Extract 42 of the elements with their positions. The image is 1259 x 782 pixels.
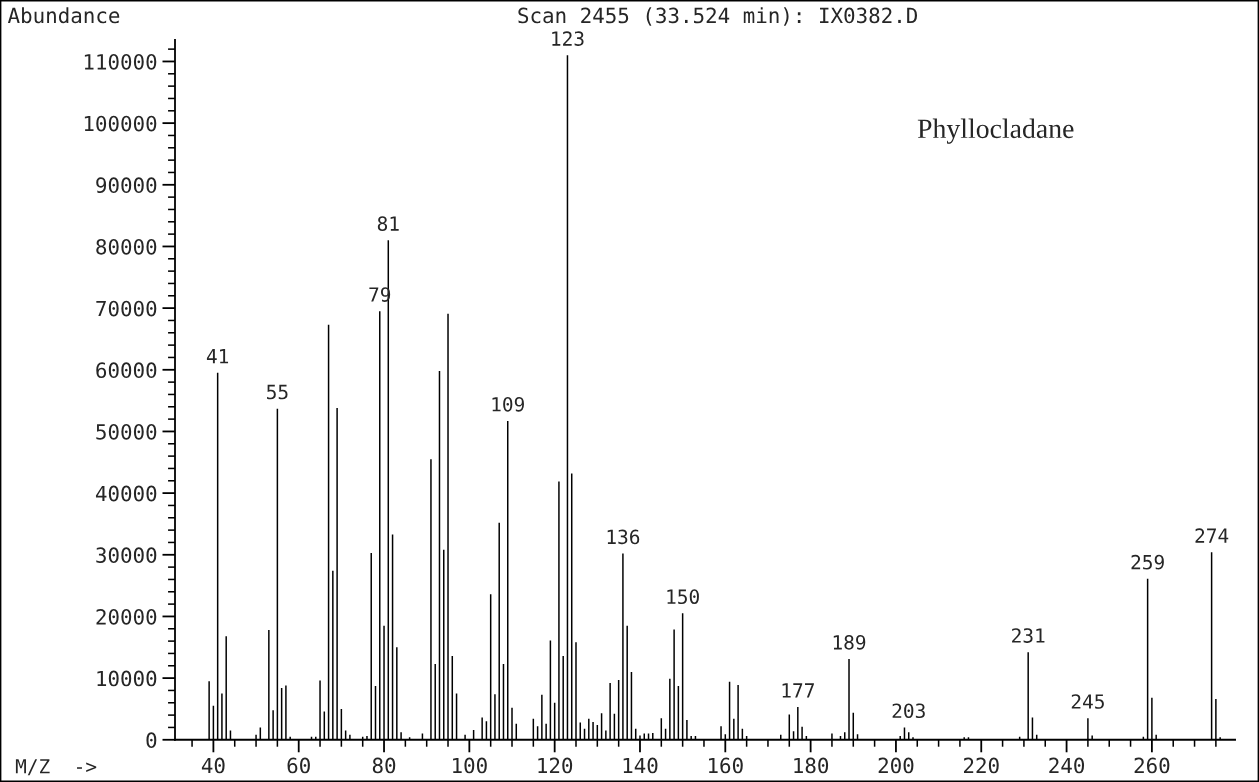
x-tick-label: 60 [287, 757, 310, 774]
annotation: 123 [552, 31, 584, 46]
x-tick-label: 120 [538, 757, 573, 774]
x-tick-label: 260 [1134, 757, 1170, 774]
y-tick-label: 70000 [96, 300, 157, 317]
x-tick-label: 160 [708, 757, 743, 774]
annotation: 274 [1195, 528, 1229, 543]
x-tick-label: 240 [1049, 757, 1085, 774]
y-tick-label: 10000 [97, 670, 157, 687]
annotation: 81 [377, 216, 399, 231]
annotation: 189 [833, 634, 866, 650]
y-tick-label: 0 [146, 732, 157, 749]
y-tick-label: 50000 [96, 423, 157, 440]
annotation: 41 [206, 349, 229, 364]
x-tick-label: 180 [794, 757, 829, 774]
annotation: 136 [607, 529, 640, 545]
y-tick-label: 80000 [96, 238, 157, 255]
y-tick-label: 60000 [96, 362, 157, 379]
annotation: 231 [1012, 628, 1045, 643]
annotation: 259 [1131, 554, 1164, 570]
x-tick-label: 140 [623, 757, 658, 774]
y-tick-label: 30000 [96, 547, 157, 564]
x-tick-label: 100 [453, 757, 487, 774]
x-tick-label: 80 [372, 757, 396, 774]
annotation: 55 [267, 384, 288, 400]
y-tick-label: 40000 [95, 485, 157, 502]
y-tick-label: 110000 [84, 53, 157, 70]
annotation: Phyllocladane [917, 118, 1074, 144]
y-tick-label: 20000 [96, 608, 157, 625]
x-tick-label: 40 [201, 757, 225, 774]
chart-title: Scan 2455 (33.524 min): IX0382.D [518, 7, 918, 26]
y-tick-label: 90000 [96, 177, 157, 194]
annotation: 177 [782, 683, 814, 698]
annotation: 109 [492, 396, 524, 412]
annotation: 203 [892, 703, 925, 719]
x-tick-label: 200 [878, 757, 914, 774]
x-tick-label: 220 [963, 757, 999, 774]
y-tick-label: 100000 [84, 115, 157, 132]
y-axis-title: Abundance [7, 7, 120, 24]
x-axis-title: M/Z -> [15, 759, 97, 776]
annotation: 150 [667, 589, 699, 605]
annotation: 245 [1071, 694, 1104, 709]
